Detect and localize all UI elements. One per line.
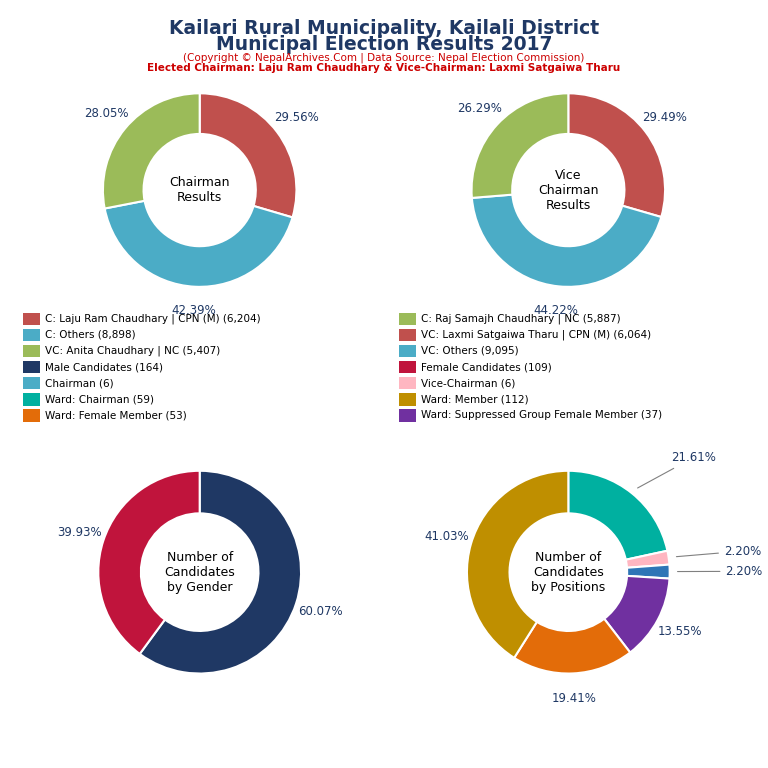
Wedge shape [140,471,301,674]
Text: Ward: Chairman (59): Ward: Chairman (59) [45,394,154,405]
Wedge shape [472,94,568,198]
Text: 42.39%: 42.39% [171,304,217,317]
Text: 2.20%: 2.20% [677,564,763,578]
Text: 28.05%: 28.05% [84,107,128,120]
Text: VC: Laxmi Satgaiwa Tharu | CPN (M) (6,064): VC: Laxmi Satgaiwa Tharu | CPN (M) (6,06… [421,329,651,340]
Text: Elected Chairman: Laju Ram Chaudhary & Vice-Chairman: Laxmi Satgaiwa Tharu: Elected Chairman: Laju Ram Chaudhary & V… [147,63,621,73]
Wedge shape [626,551,670,568]
Text: 13.55%: 13.55% [658,625,703,638]
Text: Chairman
Results: Chairman Results [170,176,230,204]
Text: 21.61%: 21.61% [637,452,716,488]
Wedge shape [98,471,200,654]
Text: C: Raj Samajh Chaudhary | NC (5,887): C: Raj Samajh Chaudhary | NC (5,887) [421,313,621,324]
Text: C: Laju Ram Chaudhary | CPN (M) (6,204): C: Laju Ram Chaudhary | CPN (M) (6,204) [45,313,260,324]
Wedge shape [514,619,631,674]
Text: Ward: Female Member (53): Ward: Female Member (53) [45,410,187,421]
Text: (Copyright © NepalArchives.Com | Data Source: Nepal Election Commission): (Copyright © NepalArchives.Com | Data So… [184,52,584,63]
Wedge shape [568,94,665,217]
Text: 60.07%: 60.07% [298,605,343,618]
Text: 2.20%: 2.20% [677,545,761,558]
Text: VC: Others (9,095): VC: Others (9,095) [421,346,518,356]
Wedge shape [103,94,200,208]
Text: Vice-Chairman (6): Vice-Chairman (6) [421,378,515,389]
Wedge shape [627,564,670,578]
Text: Ward: Member (112): Ward: Member (112) [421,394,528,405]
Text: 39.93%: 39.93% [57,526,101,539]
Text: 26.29%: 26.29% [457,101,502,114]
Wedge shape [604,576,670,653]
Text: VC: Anita Chaudhary | NC (5,407): VC: Anita Chaudhary | NC (5,407) [45,346,220,356]
Wedge shape [472,194,661,286]
Text: 44.22%: 44.22% [534,304,578,317]
Text: Ward: Suppressed Group Female Member (37): Ward: Suppressed Group Female Member (37… [421,410,662,421]
Text: Female Candidates (109): Female Candidates (109) [421,362,551,372]
Wedge shape [200,94,296,217]
Wedge shape [104,200,293,286]
Text: Chairman (6): Chairman (6) [45,378,113,389]
Wedge shape [467,471,568,658]
Text: 41.03%: 41.03% [424,531,469,544]
Wedge shape [568,471,667,560]
Text: Municipal Election Results 2017: Municipal Election Results 2017 [216,35,552,54]
Text: Male Candidates (164): Male Candidates (164) [45,362,163,372]
Text: Kailari Rural Municipality, Kailali District: Kailari Rural Municipality, Kailali Dist… [169,19,599,38]
Text: Number of
Candidates
by Gender: Number of Candidates by Gender [164,551,235,594]
Text: 29.56%: 29.56% [274,111,319,124]
Text: 19.41%: 19.41% [551,692,597,705]
Text: 29.49%: 29.49% [643,111,687,124]
Text: Vice
Chairman
Results: Vice Chairman Results [538,169,598,211]
Text: Number of
Candidates
by Positions: Number of Candidates by Positions [531,551,605,594]
Text: C: Others (8,898): C: Others (8,898) [45,329,135,340]
